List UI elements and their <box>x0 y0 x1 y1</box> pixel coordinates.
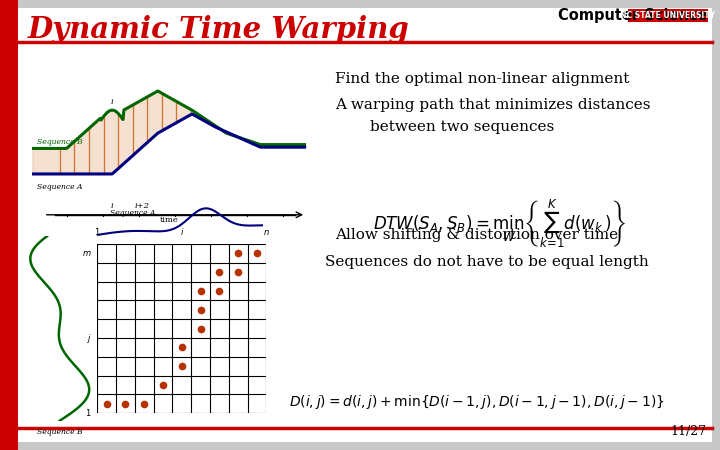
Text: $D(i,j) = d(i,j) + \min\{D(i-1,j), D(i-1,j-1), D(i,j-1)\}$: $D(i,j) = d(i,j) + \min\{D(i-1,j), D(i-1… <box>289 393 665 411</box>
Text: between two sequences: between two sequences <box>370 120 554 134</box>
Text: 11/27: 11/27 <box>670 425 706 438</box>
Text: A warping path that minimizes distances: A warping path that minimizes distances <box>335 98 650 112</box>
Text: i: i <box>111 202 114 211</box>
Text: j: j <box>89 334 91 343</box>
Text: Sequence A: Sequence A <box>37 183 83 191</box>
Text: i: i <box>111 98 114 106</box>
Text: Sequence A: Sequence A <box>110 209 156 217</box>
Text: Find the optimal non-linear alignment: Find the optimal non-linear alignment <box>335 72 629 86</box>
Text: i: i <box>181 228 183 237</box>
Text: 1: 1 <box>94 228 100 237</box>
Text: 1: 1 <box>86 409 91 418</box>
Text: Sequence B: Sequence B <box>37 428 83 436</box>
Text: Dynamic Time Warping: Dynamic Time Warping <box>28 15 410 44</box>
Text: m: m <box>83 249 91 258</box>
Text: time: time <box>160 216 179 225</box>
Text: Allow shifting & distortion over time: Allow shifting & distortion over time <box>335 228 618 242</box>
FancyBboxPatch shape <box>0 0 18 450</box>
Text: i+2: i+2 <box>135 202 149 211</box>
Text: n: n <box>264 228 269 237</box>
Text: Sequence B: Sequence B <box>37 138 83 146</box>
Text: Computer Science: Computer Science <box>559 8 708 23</box>
Text: NC STATE UNIVERSITY: NC STATE UNIVERSITY <box>621 11 716 20</box>
FancyBboxPatch shape <box>628 9 708 22</box>
Text: Sequences do not have to be equal length: Sequences do not have to be equal length <box>325 255 649 269</box>
FancyBboxPatch shape <box>18 8 712 442</box>
Text: $DTW(S_A, S_B) = \min_W \left\{ \sum_{k=1}^{K} d(w_k) \right\}$: $DTW(S_A, S_B) = \min_W \left\{ \sum_{k=… <box>372 198 626 250</box>
